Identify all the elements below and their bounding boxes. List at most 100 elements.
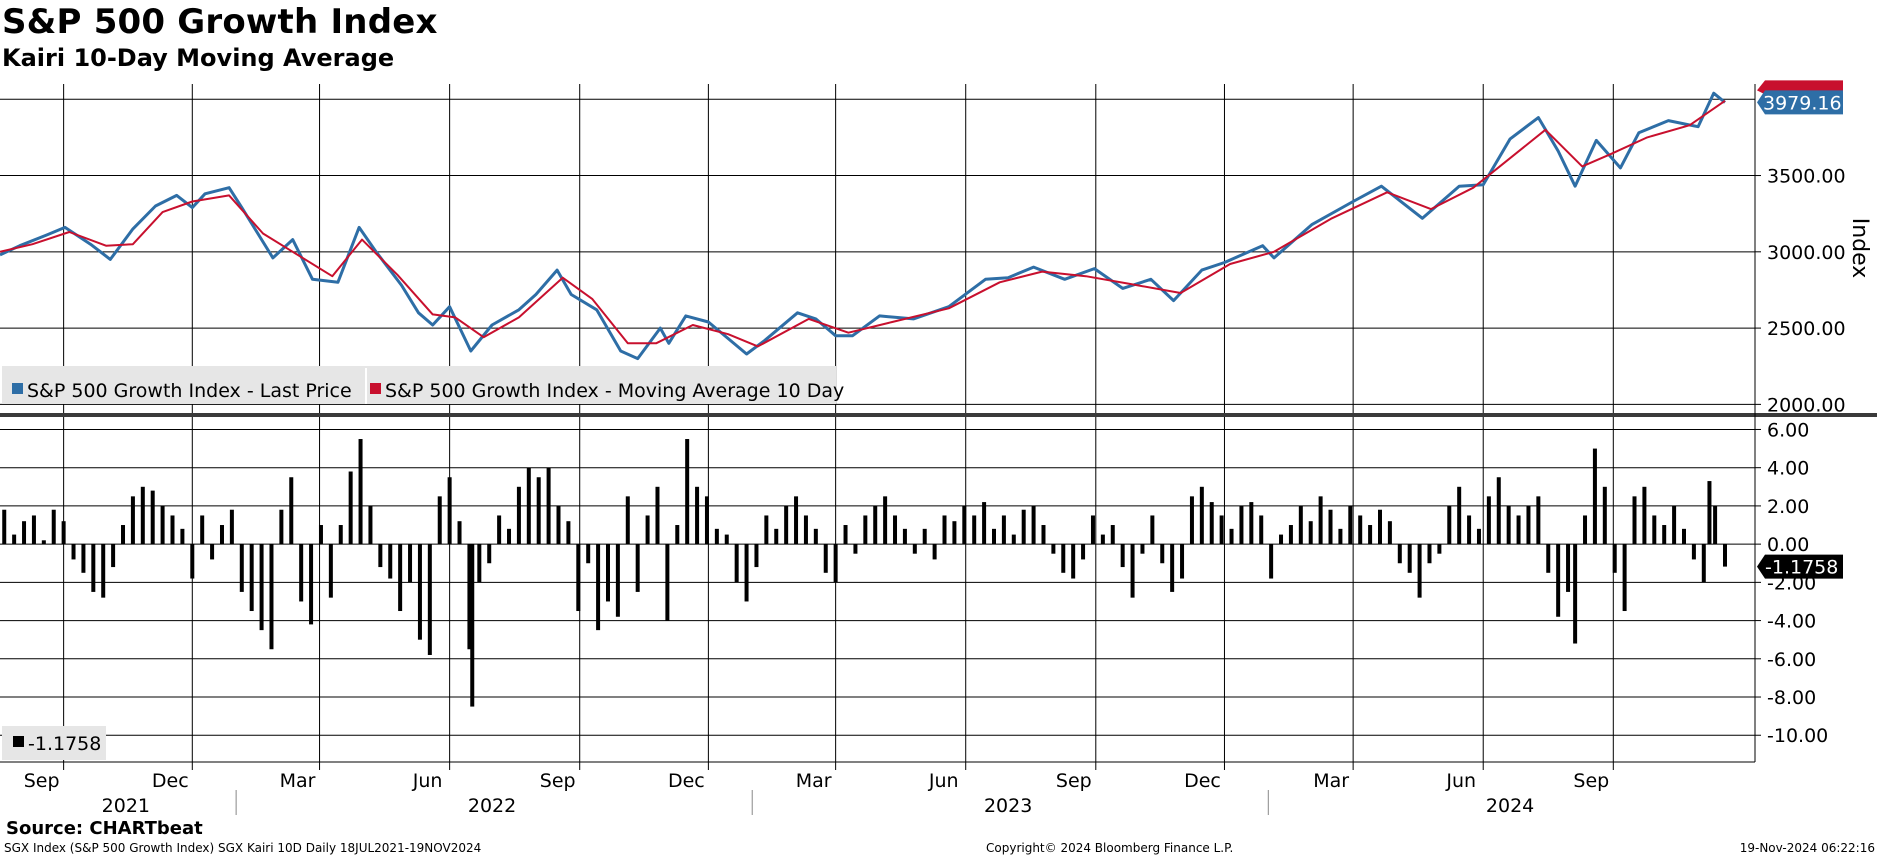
legend-layer: S&P 500 Growth Index - Last Price S&P 500… — [2, 366, 844, 760]
x-year-label: 2023 — [984, 795, 1032, 817]
kairi-bar — [704, 496, 709, 545]
kairi-bar — [457, 521, 462, 545]
kairi-bar — [1622, 544, 1627, 612]
kairi-bar — [863, 515, 868, 545]
kairi-bar — [1358, 515, 1363, 545]
kairi-bar — [566, 521, 571, 545]
axes-layer — [0, 84, 1877, 815]
kairi-bar — [853, 544, 858, 554]
x-month-label: Sep — [540, 770, 576, 792]
kairi-bar — [61, 521, 66, 545]
kairi-bar — [497, 515, 502, 545]
kairi-bar — [190, 544, 195, 579]
x-month-label: Mar — [796, 770, 832, 792]
kairi-bar — [348, 471, 353, 545]
kairi-bar — [408, 544, 413, 583]
kairi-bar — [932, 544, 937, 560]
lower-ytick-label: 2.00 — [1767, 496, 1809, 518]
legend-label-kairi: -1.1758 — [28, 733, 101, 755]
kairi-last-value-label: -1.1758 — [1765, 557, 1838, 579]
kairi-bar — [1219, 515, 1224, 545]
x-month-label: Dec — [152, 770, 189, 792]
kairi-bar — [1229, 528, 1234, 545]
price-last-value-label: 3979.16 — [1763, 92, 1842, 114]
kairi-bar — [685, 439, 690, 545]
kairi-bar — [1199, 486, 1204, 545]
kairi-bar — [655, 486, 660, 545]
kairi-bar — [1051, 544, 1056, 554]
kairi-bar — [1130, 544, 1135, 598]
kairi-bar — [803, 515, 808, 545]
kairi-bar — [1506, 505, 1511, 545]
kairi-bar — [1602, 486, 1607, 545]
kairi-bar — [289, 477, 294, 545]
kairi-bar — [1713, 505, 1718, 545]
kairi-bar — [467, 544, 472, 650]
kairi-bar — [902, 528, 907, 545]
kairi-bar — [219, 525, 224, 545]
kairi-bar — [536, 477, 541, 545]
kairi-bar — [279, 509, 284, 545]
kairi-bar — [318, 525, 323, 545]
kairi-bar — [1110, 525, 1115, 545]
kairi-bar — [121, 525, 126, 545]
kairi-bar — [1496, 477, 1501, 545]
kairi-bar — [299, 544, 304, 602]
x-month-label: Jun — [412, 770, 443, 792]
kairi-bar — [160, 505, 165, 545]
timestamp: 19-Nov-2024 06:22:16 — [1739, 841, 1875, 855]
kairi-bar — [309, 544, 314, 625]
series-description: SGX Index (S&P 500 Growth Index) SGX Kai… — [4, 841, 482, 855]
kairi-bar — [101, 544, 106, 598]
kairi-bar — [912, 544, 917, 554]
kairi-bar — [470, 544, 475, 707]
kairi-bar — [714, 528, 719, 545]
kairi-bar — [1707, 481, 1712, 545]
kairi-bar — [417, 544, 422, 640]
kairi-bar — [1701, 544, 1706, 583]
upper-ylabel: Index — [1847, 218, 1872, 279]
kairi-bar — [81, 544, 86, 573]
kairi-bar — [893, 515, 898, 545]
lower-ytick-label: 4.00 — [1767, 458, 1809, 480]
kairi-bar — [1556, 544, 1561, 617]
kairi-bar — [1120, 544, 1125, 568]
kairi-bar — [1672, 505, 1677, 545]
kairi-bar — [1298, 505, 1303, 545]
kairi-bar — [1061, 544, 1066, 573]
kairi-bar — [813, 528, 818, 545]
x-month-label: Dec — [1184, 770, 1221, 792]
kairi-bar — [1160, 544, 1165, 564]
kairi-bar — [784, 505, 789, 545]
kairi-bar — [130, 496, 135, 545]
kairi-bar — [1259, 515, 1264, 545]
kairi-bar — [1427, 544, 1432, 564]
kairi-bar — [1486, 496, 1491, 545]
kairi-bar — [1592, 448, 1597, 545]
lower-ytick-label: -4.00 — [1767, 611, 1816, 633]
kairi-bar — [1209, 502, 1214, 545]
kairi-bar — [576, 544, 581, 612]
moving-average-line — [0, 99, 1726, 348]
labels-layer: 2000.00 2500.00 3000.00 3500.00 Index 6.00 4.0… — [24, 80, 1872, 817]
kairi-bar — [962, 505, 967, 545]
kairi-bar — [982, 502, 987, 545]
kairi-bar — [883, 496, 888, 545]
kairi-bar — [1031, 505, 1036, 545]
legend-swatch-kairi — [13, 736, 24, 747]
kairi-bar — [635, 544, 640, 592]
kairi-bar — [338, 525, 343, 545]
kairi-bar — [1269, 544, 1274, 579]
price-line — [0, 91, 1726, 361]
kairi-bar — [229, 509, 234, 545]
kairi-bar — [695, 486, 700, 545]
price-last-value-tag — [1757, 90, 1843, 115]
upper-ytick-label: 2500.00 — [1767, 318, 1846, 340]
kairi-bar — [437, 496, 442, 545]
kairi-bar — [1189, 496, 1194, 545]
kairi-bar — [605, 544, 610, 602]
legend-label-ma: S&P 500 Growth Index - Moving Average 10… — [385, 380, 844, 402]
kairi-bar — [1546, 544, 1551, 573]
kairi-bar — [1308, 521, 1313, 545]
kairi-bar — [1573, 544, 1578, 644]
